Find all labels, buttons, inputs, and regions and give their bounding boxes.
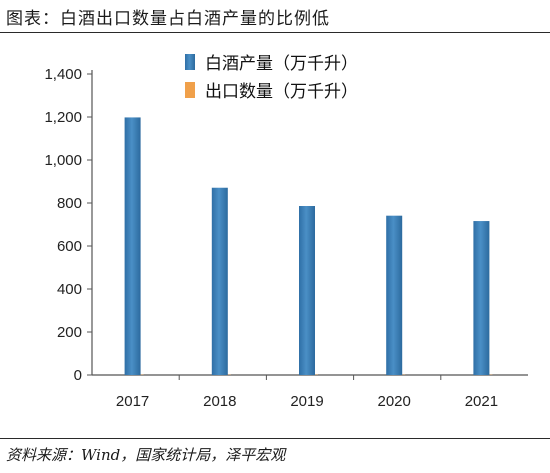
bar-production-2017 — [124, 117, 141, 376]
bar-production-2019 — [299, 206, 315, 375]
bar-production-2021 — [473, 221, 490, 375]
bar-chart: 2017 2018 2019 2020 2021 0 200 400 600 800 1,000 1… — [44, 54, 528, 410]
x-tick-labels: 2017 2018 2019 2020 2021 — [116, 375, 498, 410]
chart-title: 图表：白酒出口数量占白酒产量的比例低 — [6, 9, 330, 29]
bottom-divider — [0, 438, 550, 439]
y-tick-label: 0 — [74, 367, 82, 384]
bar-production-2018 — [211, 187, 228, 375]
source-note: 资料来源：Wind，国家统计局，泽平宏观 — [6, 446, 286, 464]
y-tick-label: 1,200 — [44, 109, 82, 126]
x-tick-label: 2019 — [290, 393, 323, 410]
chart-legend: 白酒产量（万千升） 出口数量（万千升） — [185, 54, 358, 102]
y-tick-label: 600 — [57, 238, 82, 255]
y-tick-label: 1,000 — [44, 152, 82, 169]
x-tick-label: 2017 — [116, 393, 149, 410]
x-tick-label: 2020 — [378, 393, 411, 410]
y-tick-label: 1,400 — [44, 66, 82, 83]
x-tick-label: 2018 — [203, 393, 236, 410]
y-tick-label: 400 — [57, 281, 82, 298]
legend-swatch-0 — [185, 54, 195, 70]
y-tick-label: 200 — [57, 324, 82, 341]
y-tick-label: 800 — [57, 195, 82, 212]
y-tick-labels: 0 200 400 600 800 1,000 1,200 1,400 — [44, 66, 92, 384]
legend-swatch-1 — [185, 82, 195, 98]
top-divider — [0, 32, 550, 33]
bar-production-2020 — [386, 215, 403, 375]
chart-bars — [124, 117, 493, 376]
legend-label-0: 白酒产量（万千升） — [205, 54, 358, 74]
x-tick-label: 2021 — [465, 393, 498, 410]
legend-label-1: 出口数量（万千升） — [205, 82, 358, 102]
